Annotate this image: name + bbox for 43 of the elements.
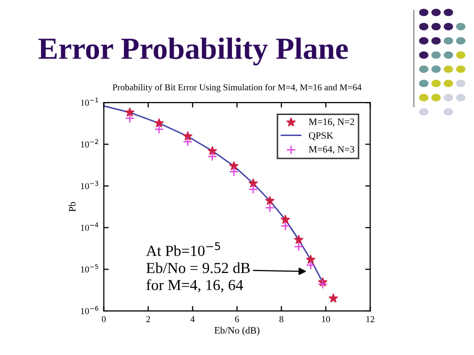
x-tick-label: 8	[279, 316, 284, 322]
point	[208, 152, 218, 162]
point	[182, 136, 193, 147]
point	[229, 166, 239, 176]
point	[248, 184, 258, 194]
y-tick-label: 10$^{−5}$	[81, 264, 98, 272]
x-tick-label: 6	[235, 316, 239, 322]
point	[328, 294, 338, 302]
point	[208, 146, 217, 155]
chart-subtitle: Probability of Bit Error Using Simulation for M=4, M=16 and M=64	[112, 84, 362, 92]
point	[306, 254, 316, 264]
point	[265, 196, 274, 205]
y-tick-label: 10$^{−6}$	[81, 306, 98, 314]
point	[280, 221, 290, 231]
y-axis-title: Pb	[68, 202, 76, 212]
y-tick-label: 10$^{−4}$	[81, 222, 98, 231]
x-tick-label: 0	[102, 316, 106, 322]
point	[125, 108, 134, 116]
point	[294, 242, 304, 252]
x-tick-label: 2	[146, 316, 150, 322]
point	[124, 114, 135, 124]
point	[154, 124, 164, 134]
x-axis-title: Eb/No (dB)	[214, 326, 260, 336]
x-tick-label: 12	[366, 316, 374, 322]
point	[318, 279, 328, 289]
annotation: At Pb=10$^{−5}$ Eb/No = 9.52 dB for M=4, 16, 64	[146, 242, 250, 292]
y-tick-label: 10$^{−2}$	[81, 139, 98, 148]
point	[154, 118, 164, 128]
legend-label: M=64, N=3	[308, 146, 354, 154]
legend-label: QPSK	[308, 132, 334, 140]
point	[183, 132, 192, 140]
point	[280, 214, 290, 224]
point	[248, 178, 258, 188]
chart-title: Error Probability Plane	[38, 38, 348, 66]
legend-label: M=16, N=2	[308, 118, 354, 126]
x-tick-label: 10	[322, 316, 330, 322]
y-tick-label: 10$^{−1}$	[81, 98, 98, 106]
point	[265, 202, 275, 213]
point	[229, 161, 238, 170]
x-tick-label: 4	[190, 316, 195, 322]
y-tick-label: 10$^{−3}$	[81, 180, 98, 190]
point	[306, 260, 316, 270]
point	[294, 235, 304, 244]
